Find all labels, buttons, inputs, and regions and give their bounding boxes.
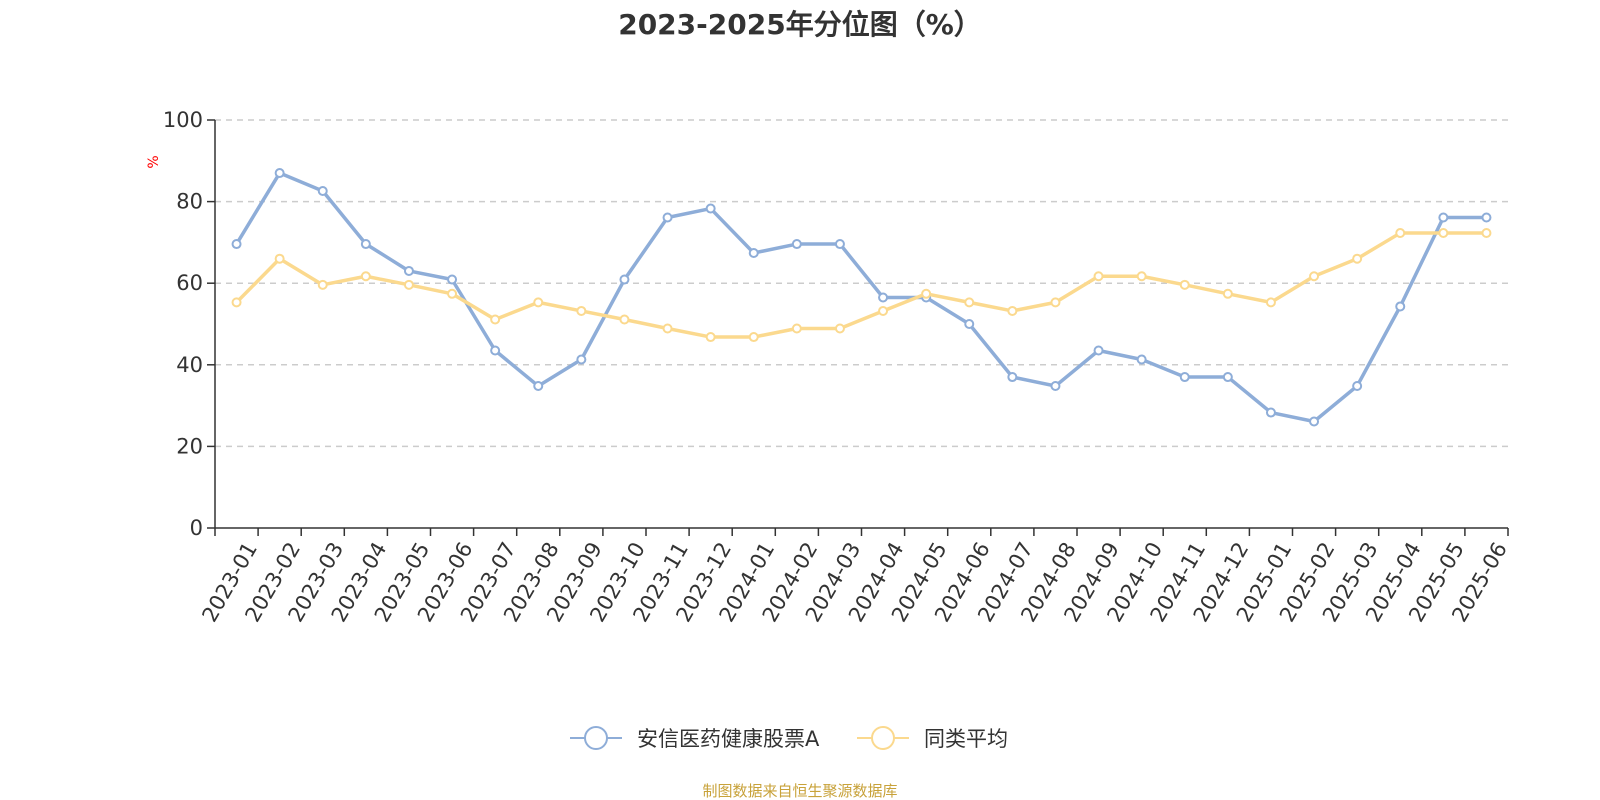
data-point[interactable] bbox=[1050, 381, 1061, 392]
legend-label: 安信医药健康股票A bbox=[637, 727, 820, 751]
data-point[interactable] bbox=[317, 279, 328, 290]
data-point[interactable] bbox=[878, 292, 889, 303]
data-point[interactable] bbox=[231, 297, 242, 308]
data-point[interactable] bbox=[1222, 288, 1233, 299]
series-line bbox=[234, 231, 1489, 339]
y-tick-label: 60 bbox=[176, 271, 203, 295]
legend-label: 同类平均 bbox=[924, 727, 1008, 751]
data-point[interactable] bbox=[1179, 372, 1190, 383]
data-point[interactable] bbox=[1265, 407, 1276, 418]
data-point[interactable] bbox=[1309, 271, 1320, 282]
data-point[interactable] bbox=[1093, 345, 1104, 356]
data-point[interactable] bbox=[791, 239, 802, 250]
data-point[interactable] bbox=[1136, 354, 1147, 365]
y-tick-label: 20 bbox=[176, 434, 203, 458]
data-point[interactable] bbox=[1352, 381, 1363, 392]
data-point[interactable] bbox=[576, 354, 587, 365]
data-point[interactable] bbox=[403, 265, 414, 276]
y-tick-label: 80 bbox=[176, 190, 203, 214]
data-point[interactable] bbox=[791, 323, 802, 334]
data-point[interactable] bbox=[1481, 228, 1492, 239]
data-point[interactable] bbox=[274, 168, 285, 179]
data-point[interactable] bbox=[490, 314, 501, 325]
data-point[interactable] bbox=[533, 297, 544, 308]
data-point[interactable] bbox=[274, 253, 285, 264]
legend[interactable]: 安信医药健康股票A 同类平均 bbox=[570, 726, 1008, 751]
data-point[interactable] bbox=[490, 345, 501, 356]
data-point[interactable] bbox=[1222, 372, 1233, 383]
data-point[interactable] bbox=[231, 239, 242, 250]
data-point[interactable] bbox=[360, 239, 371, 250]
data-point[interactable] bbox=[748, 332, 759, 343]
data-point[interactable] bbox=[1395, 228, 1406, 239]
data-point[interactable] bbox=[705, 332, 716, 343]
data-point[interactable] bbox=[662, 323, 673, 334]
data-point[interactable] bbox=[403, 279, 414, 290]
data-point[interactable] bbox=[1265, 297, 1276, 308]
data-point[interactable] bbox=[1007, 372, 1018, 383]
data-point[interactable] bbox=[834, 239, 845, 250]
data-point[interactable] bbox=[1093, 271, 1104, 282]
data-point[interactable] bbox=[1007, 305, 1018, 316]
y-tick-label: 100 bbox=[163, 108, 203, 132]
series-layer bbox=[231, 168, 1492, 427]
data-point[interactable] bbox=[1481, 212, 1492, 223]
data-point[interactable] bbox=[576, 305, 587, 316]
y-tick-label: 40 bbox=[176, 353, 203, 377]
data-point[interactable] bbox=[1050, 297, 1061, 308]
data-point[interactable] bbox=[834, 323, 845, 334]
series-line bbox=[234, 171, 1489, 424]
data-point[interactable] bbox=[360, 271, 371, 282]
data-point[interactable] bbox=[619, 274, 630, 285]
x-axis-ticks: 2023-012023-022023-032023-042023-052023-… bbox=[197, 528, 1512, 626]
source-note: 制图数据来自恒生聚源数据库 bbox=[702, 782, 897, 800]
series-2 bbox=[231, 228, 1492, 343]
data-point[interactable] bbox=[1438, 212, 1449, 223]
y-tick-label: 0 bbox=[190, 516, 203, 540]
data-point[interactable] bbox=[1136, 271, 1147, 282]
data-point[interactable] bbox=[964, 319, 975, 329]
data-point[interactable] bbox=[662, 212, 673, 223]
data-point[interactable] bbox=[748, 248, 759, 259]
data-point[interactable] bbox=[447, 288, 458, 299]
legend-item-1[interactable]: 安信医药健康股票A bbox=[570, 726, 820, 751]
data-point[interactable] bbox=[1309, 416, 1320, 427]
data-point[interactable] bbox=[1395, 301, 1406, 312]
data-point[interactable] bbox=[705, 203, 716, 214]
legend-marker-icon bbox=[871, 726, 895, 750]
data-point[interactable] bbox=[1179, 279, 1190, 290]
series-1 bbox=[231, 168, 1492, 427]
data-point[interactable] bbox=[317, 185, 328, 196]
axes bbox=[214, 120, 1508, 529]
data-point[interactable] bbox=[1352, 253, 1363, 264]
data-point[interactable] bbox=[1438, 228, 1449, 239]
data-point[interactable] bbox=[447, 274, 458, 285]
data-point[interactable] bbox=[964, 297, 975, 308]
data-point[interactable] bbox=[533, 381, 544, 392]
data-point[interactable] bbox=[619, 314, 630, 325]
legend-marker-icon bbox=[584, 726, 608, 750]
data-point[interactable] bbox=[921, 288, 932, 299]
chart-title: 2023-2025年分位图（%） bbox=[618, 8, 982, 41]
y-axis-unit-label: % bbox=[146, 155, 162, 168]
legend-item-2[interactable]: 同类平均 bbox=[857, 726, 1008, 751]
data-point[interactable] bbox=[878, 305, 889, 316]
y-axis-ticks: 0 20 40 60 80 100 bbox=[163, 108, 215, 540]
